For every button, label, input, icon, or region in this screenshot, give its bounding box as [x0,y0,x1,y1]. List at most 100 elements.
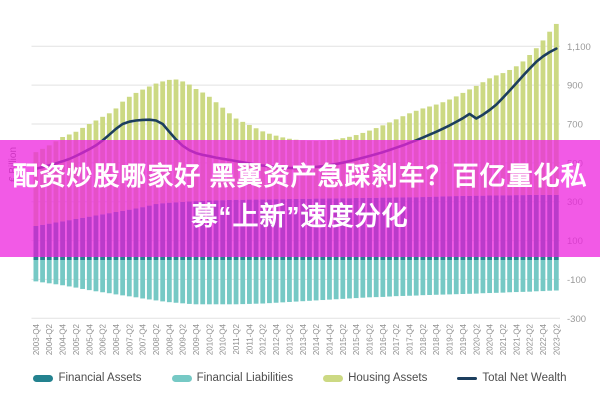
bar-financial-liabilities [46,260,52,284]
bar-financial-liabilities [173,260,179,303]
x-tick-label: 2004-Q4 [59,323,68,355]
legend-color-swatch [171,374,192,382]
bar-financial-liabilities [260,260,266,304]
x-tick-label: 2019-Q4 [459,323,468,355]
bar-financial-liabilities [53,260,59,285]
bar-financial-liabilities [473,260,479,294]
bar-financial-liabilities [360,260,366,298]
bar-financial-liabilities [413,260,419,296]
bar-financial-liabilities [240,260,246,305]
x-tick-label: 2004-Q2 [45,323,54,355]
x-tick-label: 2019-Q2 [446,323,455,355]
x-tick-label: 2011-Q2 [232,323,241,354]
legend-label: Total Net Wealth [482,372,567,384]
bar-financial-liabilities [40,260,45,283]
bar-financial-liabilities [226,260,232,305]
bar-financial-liabilities [93,260,99,292]
headline-overlay-band [0,140,600,257]
bar-financial-liabilities [160,260,166,302]
x-tick-label: 2014-Q2 [312,323,321,355]
x-tick-label: 2015-Q2 [339,323,348,355]
bar-financial-liabilities [460,260,466,295]
bar-financial-liabilities [453,260,459,295]
bar-financial-liabilities [133,260,139,298]
bar-housing-assets [527,55,533,195]
bar-financial-liabilities [146,260,152,300]
bar-financial-liabilities [513,260,519,293]
bar-financial-liabilities [213,260,219,305]
bar-financial-liabilities [233,260,239,305]
bar-financial-liabilities [140,260,146,299]
bar-housing-assets [507,69,513,196]
x-tick-label: 2009-Q4 [192,323,201,355]
legend-label: Financial Assets [58,372,142,384]
bar-financial-liabilities [120,260,126,296]
bar-financial-liabilities [500,260,506,293]
bar-financial-liabilities [380,260,386,297]
bar-financial-liabilities [540,260,546,292]
bar-financial-liabilities [553,260,559,291]
x-tick-label: 2013-Q2 [285,323,294,355]
bar-financial-liabilities [320,260,326,301]
legend-line-swatch [457,376,478,380]
bar-financial-liabilities [153,260,159,301]
x-tick-label: 2017-Q4 [406,323,415,355]
bar-financial-liabilities [100,260,106,293]
legend-label: Housing Assets [348,372,428,384]
headline-line-2: 募“上新”速度分化 [191,201,409,231]
bar-financial-liabilities [547,260,553,291]
bar-housing-assets [553,23,559,195]
x-tick-label: 2021-Q2 [499,323,508,355]
y-tick-label: 700 [567,119,583,130]
bar-financial-liabilities [407,260,412,296]
bar-financial-liabilities [73,260,79,288]
x-tick-label: 2016-Q2 [366,323,375,355]
bar-financial-liabilities [287,260,292,302]
bar-financial-liabilities [467,260,472,294]
x-tick-label: 2012-Q2 [259,323,268,355]
bar-housing-assets [513,66,519,196]
x-tick-label: 2010-Q2 [205,323,214,355]
x-tick-label: 2005-Q2 [72,323,81,355]
y-tick-label: 900 [567,81,583,92]
bar-financial-liabilities [433,260,439,295]
x-tick-label: 2011-Q4 [245,323,254,354]
x-tick-label: 2021-Q4 [512,323,521,355]
bar-financial-liabilities [340,260,346,299]
bar-financial-liabilities [373,260,379,298]
x-tick-label: 2007-Q4 [139,323,148,355]
bar-housing-assets [547,31,553,195]
x-tick-label: 2022-Q4 [539,323,548,355]
legend-item-financial-liabilities: Financial Liabilities [171,372,293,384]
bar-financial-liabilities [493,260,499,293]
x-tick-label: 2007-Q2 [125,323,134,355]
x-tick-label: 2016-Q4 [379,323,388,355]
bar-financial-liabilities [387,260,392,297]
bar-financial-liabilities [533,260,539,292]
bar-housing-assets [520,61,526,196]
x-tick-label: 2015-Q4 [352,323,361,355]
bar-housing-assets [480,82,486,196]
x-tick-label: 2008-Q2 [152,323,161,355]
bar-financial-liabilities [186,260,192,304]
bar-financial-liabilities [180,260,186,304]
bar-financial-liabilities [66,260,72,287]
bar-financial-liabilities [293,260,299,302]
x-tick-label: 2014-Q4 [326,323,335,355]
bar-financial-liabilities [333,260,339,300]
bar-financial-liabilities [367,260,372,298]
bar-financial-liabilities [507,260,513,293]
bar-financial-liabilities [307,260,312,301]
bar-financial-liabilities [347,260,352,299]
bar-financial-liabilities [166,260,172,303]
x-tick-label: 2006-Q2 [99,323,108,355]
bar-financial-liabilities [80,260,86,289]
bar-financial-liabilities [447,260,452,295]
x-tick-label: 2020-Q2 [472,323,481,355]
bar-financial-liabilities [520,260,526,292]
x-tick-label: 2009-Q2 [179,323,188,355]
bar-financial-liabilities [86,260,92,291]
bar-financial-liabilities [353,260,359,299]
bar-financial-liabilities [253,260,259,304]
x-tick-label: 2003-Q4 [32,323,41,355]
